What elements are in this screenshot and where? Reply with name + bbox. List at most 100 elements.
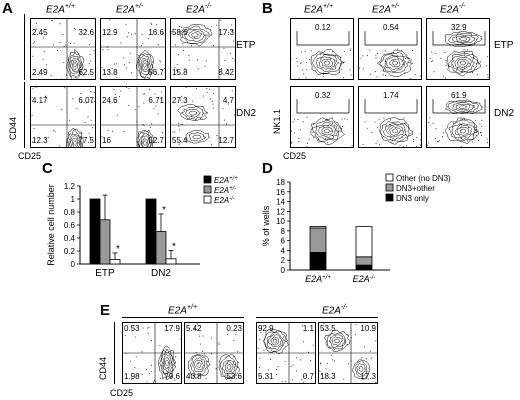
legend-label: DN3+other	[396, 184, 435, 193]
gate-value: 1.74	[383, 91, 399, 100]
scatter-events	[359, 48, 421, 79]
panel-e-genotype-1: E2A-/-	[322, 304, 348, 316]
y-tick-label: 6	[281, 237, 286, 246]
legend-swatch	[385, 173, 394, 182]
quadrant-value-tr: 10.9	[360, 324, 376, 333]
gate-value: 0.32	[315, 91, 331, 100]
quadrant-value-bl: 13.8	[102, 68, 118, 77]
scatter-events	[319, 323, 377, 383]
panel-d-letter: D	[262, 160, 273, 177]
quadrant-value-tl: 58.6	[172, 28, 188, 37]
panel-b-genotype-0-sup: +/+	[322, 3, 334, 10]
bar-dn2-1	[155, 231, 167, 265]
panel-e-axis-y	[114, 322, 115, 384]
panel-e-plot-3: 53.5 10.9 18.3 17.3	[318, 322, 378, 384]
scatter-events	[291, 48, 352, 79]
quadrant-value-br: 62.5	[78, 68, 94, 77]
panel-e-genotype-1-sup: -/-	[340, 304, 348, 311]
nk-gate	[296, 99, 350, 114]
panel-e-genotype-0-sup: +/+	[186, 304, 198, 311]
panel-a-plot-1-2: 27.3 4.7 55.4 12.7	[170, 86, 236, 148]
quadrant-value-tr: 1.1	[302, 324, 314, 333]
scatter-events	[291, 116, 353, 147]
quadrant-value-tr: 4.7	[222, 96, 234, 105]
panel-a-genotype-1-sup: +/-	[134, 3, 144, 10]
panel-a-genotype-0: E2A+/+	[46, 3, 75, 15]
quadrant-value-tl: 53.5	[320, 324, 336, 333]
panel-b-genotype-0-base: E2A	[304, 4, 323, 16]
panel-b-plot-1-0: 0.32	[290, 86, 354, 148]
panel-e-ylabel: CD44	[98, 356, 108, 380]
stack-segment-0	[355, 264, 373, 271]
panel-a-genotype-1: E2A+/-	[116, 3, 143, 15]
quadrant-value-tr: 32.6	[78, 28, 94, 37]
panel-a-plot-1-0: 4.17 6.07 12.3 77.5	[30, 86, 96, 148]
population-contour	[352, 358, 371, 380]
panel-a-genotype-0-base: E2A	[46, 4, 65, 16]
panel-a-plot-0-1: 12.9 16.6 13.8 56.7	[100, 18, 166, 80]
panel-a-genotype-2: E2A-/-	[186, 3, 212, 15]
bar-etp-1	[99, 219, 111, 265]
quadrant-value-bl: 2.49	[32, 68, 48, 77]
panel-b-plot-0-2: 32.9	[426, 18, 490, 80]
category-label: E2A-/-	[353, 274, 376, 284]
population-contour	[66, 50, 85, 79]
legend-swatch	[203, 175, 212, 184]
quadrant-value-tl: 4.17	[32, 96, 48, 105]
panel-e-plot-0: 0.53 17.9 1.98 79.6	[122, 322, 182, 384]
panel-a-xlabel: CD25	[18, 151, 42, 161]
y-tick-label: 8	[281, 227, 286, 236]
quadrant-value-tr: 6.07	[78, 96, 94, 105]
panel-b-genotype-1: E2A+/-	[372, 3, 399, 15]
population-contour	[263, 328, 289, 355]
legend-swatch	[385, 183, 394, 192]
population-contour	[310, 49, 345, 76]
quadrant-value-bl: 15.8	[172, 68, 188, 77]
quadrant-value-br: 77.5	[78, 136, 94, 145]
quadrant-value-bl: 5.31	[258, 372, 274, 381]
scatter-events	[362, 117, 421, 147]
quadrant-value-br: 12.7	[218, 136, 234, 145]
significance-star: *	[116, 244, 120, 255]
bar-etp-2	[109, 259, 121, 265]
legend-label: E2A-/-	[214, 196, 235, 205]
quadrant-value-br: 53.6	[226, 372, 242, 381]
panel-e-genotype-0: E2A+/+	[168, 304, 197, 316]
quadrant-value-tr: 6.71	[148, 96, 164, 105]
panel-b-genotype-0: E2A+/+	[304, 3, 333, 15]
panel-b-genotype-2-sup: -/-	[458, 3, 466, 10]
population-contour	[445, 31, 484, 47]
population-contour	[136, 129, 154, 147]
quadrant-value-br: 56.7	[148, 68, 164, 77]
nk-gate	[364, 31, 418, 46]
population-contour	[444, 99, 484, 114]
y-tick-label: 2	[281, 256, 286, 265]
y-tick-label: 10	[276, 217, 285, 226]
panel-a-genotype-2-base: E2A	[186, 4, 205, 16]
y-tick-label: 0.2	[64, 247, 76, 256]
scatter-events	[32, 19, 95, 79]
quadrant-value-bl: 18.3	[320, 372, 336, 381]
quadrant-value-bl: 12.3	[32, 136, 48, 145]
panel-b-plot-1-2: 61.9	[426, 86, 490, 148]
panel-a-ylabel: CD44	[8, 116, 18, 140]
stack-segment-2	[355, 226, 373, 258]
panel-a-row-etp: ETP	[236, 40, 256, 51]
scatter-events	[427, 49, 489, 79]
quadrant-value-tl: 92.9	[258, 324, 274, 333]
population-contour	[218, 353, 241, 380]
scatter-events	[31, 87, 95, 147]
population-contour	[378, 117, 413, 145]
scatter-events	[188, 323, 240, 383]
scatter-events	[101, 19, 165, 79]
legend-swatch	[203, 195, 212, 204]
y-tick-label: 18	[276, 178, 285, 187]
nk-gate	[364, 99, 418, 114]
significance-star: *	[172, 241, 176, 252]
quadrant-value-br: 17.3	[360, 372, 376, 381]
scatter-events	[171, 20, 235, 79]
population-contour	[444, 117, 479, 144]
gate-value: 0.12	[315, 23, 331, 32]
bar-dn2-0	[145, 198, 157, 265]
